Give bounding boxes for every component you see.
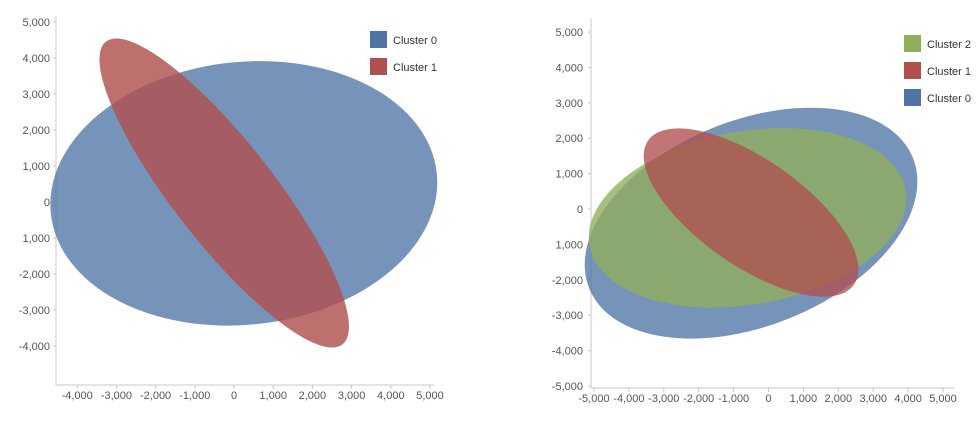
legend-swatch <box>904 62 921 79</box>
x-tick-label: -2,000 <box>140 390 171 402</box>
cluster-ellipse-cluster-1 <box>99 38 349 348</box>
y-tick-label: 5,000 <box>22 17 50 29</box>
y-tick-label: 0 <box>44 197 50 209</box>
y-tick-label: -5,000 <box>552 381 583 393</box>
x-tick-label: 0 <box>765 393 771 405</box>
y-tick-label: 1,000 <box>22 233 50 245</box>
x-tick-label: -4,000 <box>62 390 93 402</box>
y-tick-label: 3,000 <box>22 89 50 101</box>
y-tick-label: -3,000 <box>19 305 50 317</box>
x-tick-label: -4,000 <box>613 393 644 405</box>
legend-swatch <box>370 31 387 48</box>
y-tick-label: 1,000 <box>555 239 583 251</box>
chart-left: 5,000 4,000 3,000 2,000 1,000 0 1,000 -2,000 -3,… <box>0 0 490 421</box>
y-tick-label: 3,000 <box>555 98 583 110</box>
x-tick-label: 3,000 <box>859 393 887 405</box>
x-tick-label: 2,000 <box>825 393 853 405</box>
x-tick-label: 5,000 <box>416 390 444 402</box>
legend-label: Cluster 1 <box>927 66 971 78</box>
legend-label: Cluster 2 <box>927 39 971 51</box>
legend-swatch <box>904 89 921 106</box>
x-tick-label: 0 <box>231 390 237 402</box>
y-tick-label: 1,000 <box>555 169 583 181</box>
y-tick-label: 0 <box>577 204 583 216</box>
x-tick-label: 1,000 <box>790 393 818 405</box>
y-tick-label: 4,000 <box>555 62 583 74</box>
x-tick-label: -5,000 <box>578 393 609 405</box>
chart-left-svg: 5,000 4,000 3,000 2,000 1,000 0 1,000 -2,000 -3,… <box>19 16 444 402</box>
y-tick-label: -3,000 <box>552 310 583 322</box>
x-tick-label: 4,000 <box>377 390 405 402</box>
legend-swatch <box>904 35 921 52</box>
x-tick-label: 4,000 <box>894 393 922 405</box>
y-tick-label: 4,000 <box>22 53 50 65</box>
y-tick-label: 5,000 <box>555 27 583 39</box>
x-tick-label: 2,000 <box>299 390 327 402</box>
chart-right-svg: 5,000 4,000 3,000 2,000 1,000 0 1,000 -2,000 -3,… <box>552 19 971 405</box>
y-tick-label: -4,000 <box>19 341 50 353</box>
y-tick-label: -4,000 <box>552 346 583 358</box>
x-tick-label: -3,000 <box>648 393 679 405</box>
legend-label: Cluster 0 <box>927 93 971 105</box>
y-tick-label: -2,000 <box>552 275 583 287</box>
y-tick-label: -2,000 <box>19 269 50 281</box>
x-tick-label: -2,000 <box>683 393 714 405</box>
legend-label: Cluster 0 <box>393 35 437 47</box>
legend-label: Cluster 1 <box>393 62 437 74</box>
x-tick-label: -1,000 <box>718 393 749 405</box>
y-tick-label: 2,000 <box>22 125 50 137</box>
x-tick-label: -1,000 <box>179 390 210 402</box>
y-tick-label: 1,000 <box>22 161 50 173</box>
chart-right: 5,000 4,000 3,000 2,000 1,000 0 1,000 -2,000 -3,… <box>490 0 976 421</box>
y-tick-label: 2,000 <box>555 133 583 145</box>
legend-swatch <box>370 58 387 75</box>
x-tick-label: 5,000 <box>929 393 957 405</box>
cluster-ellipse-cluster-1 <box>643 128 859 297</box>
x-tick-label: 1,000 <box>259 390 287 402</box>
x-tick-label: -3,000 <box>101 390 132 402</box>
x-tick-label: 3,000 <box>338 390 366 402</box>
